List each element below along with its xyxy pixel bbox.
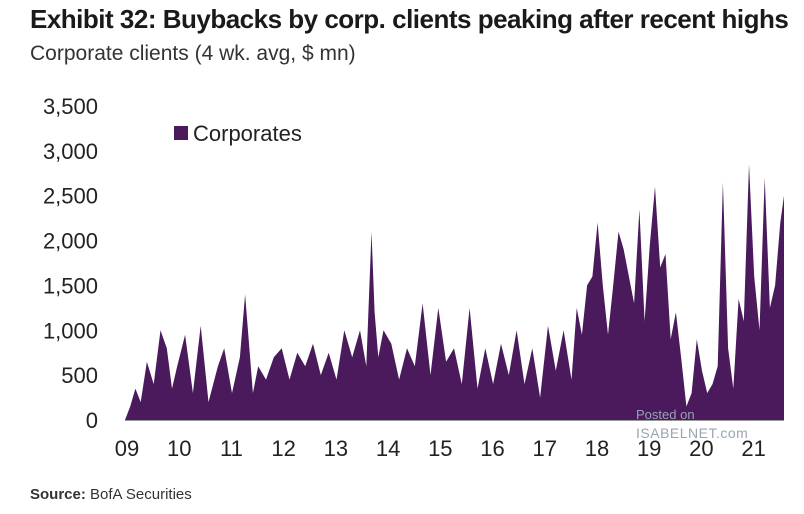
x-tick-label: 19 <box>637 436 661 461</box>
y-tick-label: 3,500 <box>43 94 98 119</box>
legend-swatch <box>174 126 188 140</box>
x-tick-label: 14 <box>376 436 400 461</box>
y-tick-label: 500 <box>61 363 98 388</box>
watermark: Posted on ISABELNET.com <box>636 406 748 442</box>
x-tick-label: 17 <box>533 436 557 461</box>
source-note: Source: BofA Securities <box>30 486 192 503</box>
watermark-line2: ISABELNET.com <box>636 425 749 441</box>
y-tick-label: 3,000 <box>43 139 98 164</box>
area-chart: 0 500 1,000 1,500 2,000 2,500 3,000 3,500 09 10 11… <box>43 94 784 461</box>
x-tick-label: 10 <box>167 436 191 461</box>
y-tick-label: 2,000 <box>43 229 98 254</box>
x-tick-label: 12 <box>271 436 295 461</box>
watermark-line1: Posted on <box>636 407 695 422</box>
x-tick-label: 09 <box>115 436 139 461</box>
series-area-corporates <box>125 164 784 420</box>
chart-title: Exhibit 32: Buybacks by corp. clients pe… <box>30 4 789 34</box>
x-tick-label: 13 <box>324 436 348 461</box>
x-tick-label: 16 <box>480 436 504 461</box>
source-label: Source: <box>30 486 86 503</box>
y-tick-label: 2,500 <box>43 184 98 209</box>
x-tick-label: 21 <box>741 436 765 461</box>
legend-label: Corporates <box>193 121 302 146</box>
x-tick-label: 18 <box>585 436 609 461</box>
x-tick-label: 15 <box>428 436 452 461</box>
x-tick-label: 11 <box>220 436 243 461</box>
chart-subtitle: Corporate clients (4 wk. avg, $ mn) <box>30 42 356 65</box>
x-tick-label: 20 <box>689 436 713 461</box>
y-tick-label: 1,000 <box>43 318 98 343</box>
y-tick-label: 1,500 <box>43 273 98 298</box>
source-text: BofA Securities <box>90 486 192 503</box>
y-tick-label: 0 <box>86 408 98 433</box>
